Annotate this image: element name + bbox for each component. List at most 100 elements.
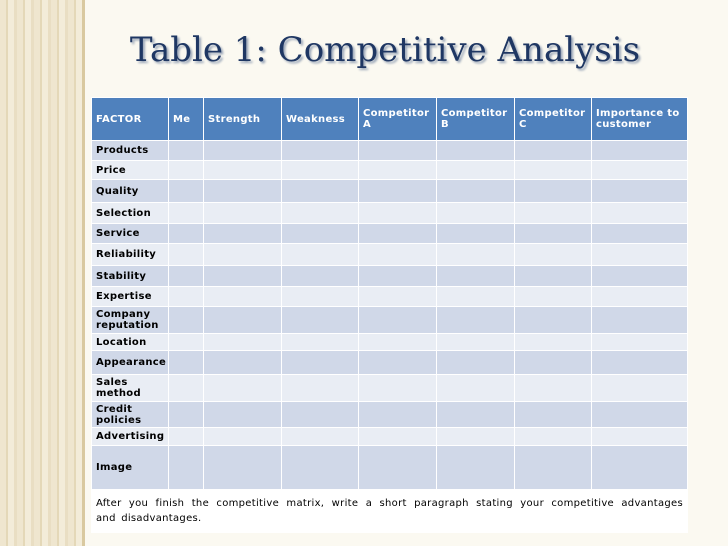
empty-cell	[281, 265, 359, 287]
empty-cell	[591, 202, 688, 224]
empty-cell	[514, 179, 592, 203]
empty-cell	[436, 350, 515, 375]
empty-cell	[203, 265, 282, 287]
empty-cell	[358, 243, 437, 266]
empty-cell	[436, 140, 515, 161]
empty-cell	[203, 306, 282, 334]
empty-cell	[514, 374, 592, 402]
empty-cell	[168, 286, 204, 307]
empty-cell	[203, 427, 282, 446]
empty-cell	[281, 374, 359, 402]
empty-cell	[168, 265, 204, 287]
empty-cell	[203, 179, 282, 203]
table-row: Reliability	[91, 243, 688, 266]
empty-cell	[436, 265, 515, 287]
empty-cell	[514, 265, 592, 287]
footer-text: After you finish the competitive matrix,…	[91, 489, 688, 533]
empty-cell	[514, 333, 592, 351]
empty-cell	[591, 265, 688, 287]
empty-cell	[436, 401, 515, 428]
empty-cell	[203, 202, 282, 224]
empty-cell	[591, 306, 688, 334]
empty-cell	[436, 333, 515, 351]
empty-cell	[281, 306, 359, 334]
empty-cell	[358, 350, 437, 375]
empty-cell	[436, 202, 515, 224]
empty-cell	[168, 202, 204, 224]
table-body: Products Price Quality Selection Service Reli…	[91, 140, 688, 533]
factor-cell: Price	[91, 160, 169, 180]
empty-cell	[203, 350, 282, 375]
empty-cell	[436, 243, 515, 266]
header-cell: Competitor A	[358, 97, 437, 141]
empty-cell	[358, 445, 437, 490]
empty-cell	[591, 243, 688, 266]
empty-cell	[514, 223, 592, 244]
empty-cell	[358, 140, 437, 161]
empty-cell	[591, 350, 688, 375]
empty-cell	[514, 427, 592, 446]
empty-cell	[203, 243, 282, 266]
empty-cell	[514, 306, 592, 334]
factor-cell: Credit policies	[91, 401, 169, 428]
empty-cell	[358, 401, 437, 428]
empty-cell	[281, 140, 359, 161]
empty-cell	[436, 179, 515, 203]
empty-cell	[591, 445, 688, 490]
factor-cell: Products	[91, 140, 169, 161]
factor-cell: Location	[91, 333, 169, 351]
empty-cell	[514, 202, 592, 224]
table-row: Image	[91, 445, 688, 490]
empty-cell	[436, 223, 515, 244]
factor-cell: Quality	[91, 179, 169, 203]
empty-cell	[436, 306, 515, 334]
empty-cell	[168, 160, 204, 180]
empty-cell	[168, 445, 204, 490]
empty-cell	[436, 160, 515, 180]
empty-cell	[358, 265, 437, 287]
table-row: Service	[91, 223, 688, 244]
factor-cell: Image	[91, 445, 169, 490]
empty-cell	[591, 374, 688, 402]
table-row: Quality	[91, 179, 688, 203]
empty-cell	[168, 374, 204, 402]
empty-cell	[203, 286, 282, 307]
empty-cell	[591, 140, 688, 161]
empty-cell	[591, 179, 688, 203]
factor-cell: Company reputation	[91, 306, 169, 334]
empty-cell	[436, 374, 515, 402]
header-cell: FACTOR	[91, 97, 169, 141]
table-row: Selection	[91, 202, 688, 224]
empty-cell	[203, 374, 282, 402]
table-row: Stability	[91, 265, 688, 287]
slide-title: Table 1: Competitive Analysis	[129, 30, 641, 70]
empty-cell	[281, 179, 359, 203]
empty-cell	[281, 333, 359, 351]
empty-cell	[203, 140, 282, 161]
factor-cell: Sales method	[91, 374, 169, 402]
empty-cell	[358, 160, 437, 180]
header-cell: Strength	[203, 97, 282, 141]
empty-cell	[514, 243, 592, 266]
competitive-table: FACTOR Me Strength Weakness Competitor A Comp…	[91, 97, 688, 533]
empty-cell	[281, 401, 359, 428]
empty-cell	[591, 401, 688, 428]
header-cell: Competitor B	[436, 97, 515, 141]
empty-cell	[281, 427, 359, 446]
empty-cell	[203, 333, 282, 351]
factor-cell: Expertise	[91, 286, 169, 307]
empty-cell	[591, 333, 688, 351]
table-row: Company reputation	[91, 306, 688, 334]
factor-cell: Reliability	[91, 243, 169, 266]
empty-cell	[358, 223, 437, 244]
empty-cell	[514, 160, 592, 180]
empty-cell	[358, 333, 437, 351]
empty-cell	[168, 427, 204, 446]
table-row: Advertising	[91, 427, 688, 446]
empty-cell	[281, 350, 359, 375]
stripe-edge	[82, 0, 85, 546]
factor-cell: Service	[91, 223, 169, 244]
empty-cell	[203, 445, 282, 490]
empty-cell	[514, 140, 592, 161]
